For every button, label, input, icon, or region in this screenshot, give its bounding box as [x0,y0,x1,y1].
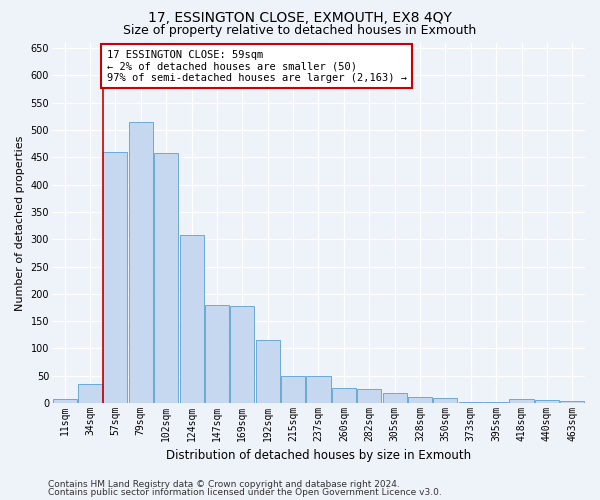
Text: 17 ESSINGTON CLOSE: 59sqm
← 2% of detached houses are smaller (50)
97% of semi-d: 17 ESSINGTON CLOSE: 59sqm ← 2% of detach… [107,50,407,83]
X-axis label: Distribution of detached houses by size in Exmouth: Distribution of detached houses by size … [166,450,471,462]
Text: Size of property relative to detached houses in Exmouth: Size of property relative to detached ho… [124,24,476,37]
Bar [535,400,559,403]
Bar [129,122,153,403]
Bar [383,394,407,403]
Bar [281,376,305,403]
Bar [205,305,229,403]
Bar [179,236,203,403]
Bar [459,402,483,403]
Bar [53,400,77,403]
Y-axis label: Number of detached properties: Number of detached properties [15,135,25,310]
Bar [103,152,127,403]
Bar [332,388,356,403]
Bar [560,402,584,403]
Bar [256,340,280,403]
Bar [230,306,254,403]
Text: Contains HM Land Registry data © Crown copyright and database right 2024.: Contains HM Land Registry data © Crown c… [48,480,400,489]
Bar [484,402,508,403]
Bar [78,384,102,403]
Bar [154,154,178,403]
Bar [408,396,432,403]
Bar [307,376,331,403]
Bar [357,390,382,403]
Bar [509,400,533,403]
Text: 17, ESSINGTON CLOSE, EXMOUTH, EX8 4QY: 17, ESSINGTON CLOSE, EXMOUTH, EX8 4QY [148,11,452,25]
Bar [433,398,457,403]
Text: Contains public sector information licensed under the Open Government Licence v3: Contains public sector information licen… [48,488,442,497]
